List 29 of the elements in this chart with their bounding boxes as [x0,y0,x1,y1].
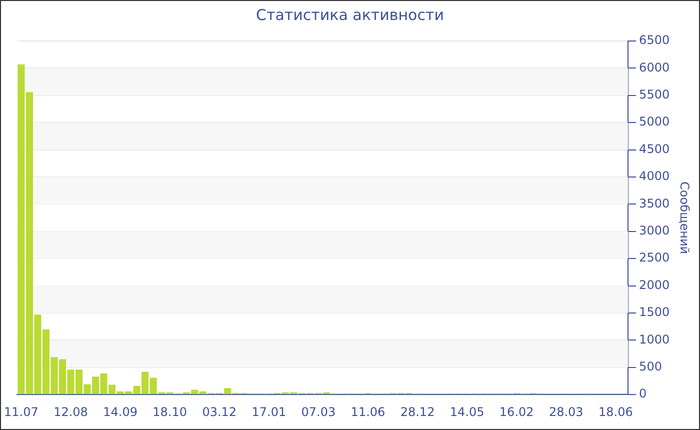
x-tick-label: 11.07 [4,404,38,419]
x-tick-label: 03.12 [202,404,237,419]
y-tick-label: 3500 [639,196,670,210]
y-tick-label: 4000 [639,169,670,184]
y-tick-label: 2000 [639,278,670,292]
y-tick-label: 500 [639,360,662,374]
y-tick-label: 6000 [639,60,670,74]
x-tick-label: 07.03 [301,404,336,419]
y-axis-title: Сообщений [678,182,692,254]
y-tick-label: 1000 [639,332,670,346]
y-tick-label: 4500 [639,142,670,156]
x-tick-label: 14.05 [450,404,484,419]
chart-title: Статистика активности [256,6,444,24]
y-tick-label: 6500 [639,33,670,48]
x-tick-label: 28.03 [548,404,584,419]
y-tick-label: 3000 [639,224,670,238]
x-tick-label: 16.02 [499,404,534,419]
x-tick-label: 28.12 [400,404,435,419]
y-tick-label: 0 [639,386,647,401]
y-tick-label: 5500 [639,88,670,102]
x-tick-label: 14.09 [103,404,138,419]
y-tick-label: 5000 [639,114,670,129]
x-tick-label: 12.08 [54,404,88,419]
y-tick-label: 1500 [639,305,670,320]
y-tick-label: 2500 [639,250,670,265]
x-tick-label: 11.06 [350,404,386,419]
x-tick-label: 18.10 [152,404,187,419]
x-tick-label: 17.01 [252,404,286,419]
x-tick-label: 18.06 [598,404,633,419]
